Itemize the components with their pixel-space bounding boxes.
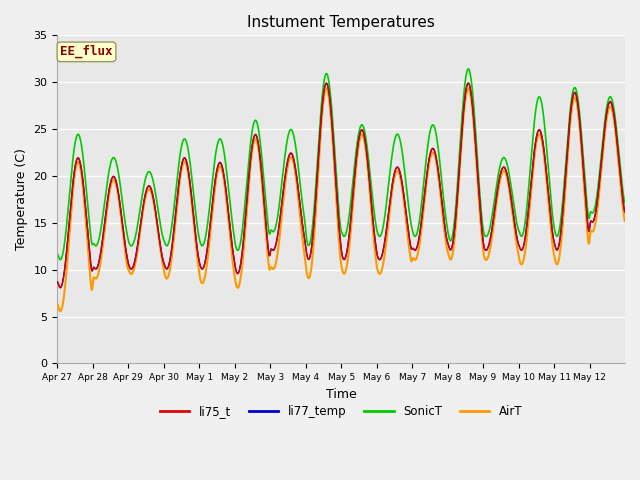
li75_t bbox=[316, 132, 324, 138]
Y-axis label: Temperature (C): Temperature (C) bbox=[15, 148, 28, 250]
Text: EE_flux: EE_flux bbox=[60, 45, 113, 59]
Line: AirT: AirT bbox=[58, 89, 625, 311]
AirT bbox=[476, 208, 484, 214]
li77_temp bbox=[54, 279, 61, 285]
li77_temp bbox=[621, 209, 629, 215]
li75_t bbox=[559, 208, 566, 214]
Line: li77_temp: li77_temp bbox=[58, 84, 625, 288]
AirT bbox=[316, 142, 324, 147]
SonicT bbox=[56, 257, 64, 263]
li77_temp bbox=[559, 207, 566, 213]
X-axis label: Time: Time bbox=[326, 388, 356, 401]
SonicT bbox=[614, 144, 622, 150]
SonicT bbox=[476, 189, 484, 194]
li75_t bbox=[465, 80, 472, 86]
SonicT bbox=[143, 172, 150, 178]
AirT bbox=[614, 158, 622, 164]
li75_t bbox=[327, 104, 335, 110]
SonicT bbox=[621, 200, 629, 206]
SonicT bbox=[559, 196, 566, 202]
li75_t bbox=[54, 279, 61, 285]
AirT bbox=[465, 86, 472, 92]
SonicT bbox=[465, 66, 472, 72]
AirT bbox=[621, 218, 629, 224]
li77_temp bbox=[56, 285, 64, 290]
li77_temp bbox=[614, 152, 622, 158]
SonicT bbox=[54, 251, 61, 257]
li75_t bbox=[476, 200, 484, 205]
li77_temp bbox=[327, 105, 335, 110]
li77_temp bbox=[316, 132, 324, 137]
li77_temp bbox=[465, 81, 472, 86]
SonicT bbox=[327, 94, 335, 100]
li75_t bbox=[143, 187, 150, 192]
li77_temp bbox=[476, 200, 484, 206]
li75_t bbox=[56, 285, 64, 291]
Legend: li75_t, li77_temp, SonicT, AirT: li75_t, li77_temp, SonicT, AirT bbox=[156, 401, 527, 423]
li77_temp bbox=[143, 187, 150, 192]
li75_t bbox=[614, 151, 622, 157]
Title: Instument Temperatures: Instument Temperatures bbox=[247, 15, 435, 30]
AirT bbox=[54, 301, 61, 307]
Line: SonicT: SonicT bbox=[58, 69, 625, 260]
SonicT bbox=[316, 121, 324, 127]
AirT bbox=[56, 308, 64, 314]
AirT bbox=[143, 191, 150, 196]
AirT bbox=[327, 111, 335, 117]
AirT bbox=[559, 220, 566, 226]
li75_t bbox=[621, 209, 629, 215]
Line: li75_t: li75_t bbox=[58, 83, 625, 288]
